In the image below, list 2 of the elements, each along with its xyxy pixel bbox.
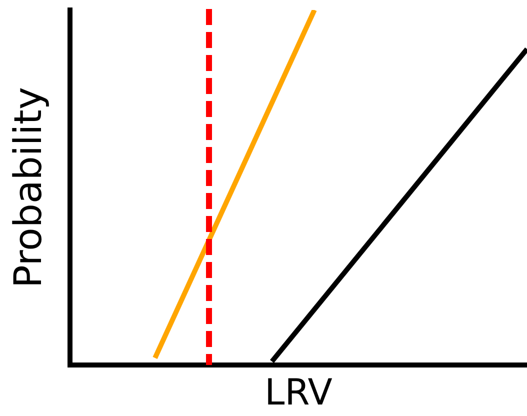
x-axis-title: LRV <box>264 372 333 414</box>
y-axis-title: Probability <box>6 87 50 288</box>
